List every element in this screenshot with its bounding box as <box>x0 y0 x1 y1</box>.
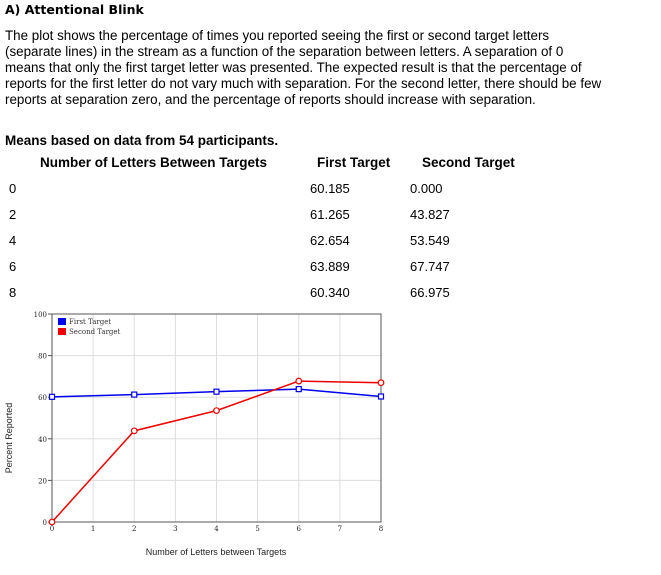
plot-frame <box>51 313 382 523</box>
x-tick-label: 3 <box>173 525 177 533</box>
legend-swatch <box>58 328 66 335</box>
table-cell-first-target: 60.340 <box>310 285 350 300</box>
table-cell-first-target: 60.185 <box>310 181 350 196</box>
y-tick-label: 60 <box>38 394 47 402</box>
means-note: Means based on data from 54 participants… <box>5 133 279 148</box>
table-cell-second-target: 53.549 <box>410 233 450 248</box>
data-point <box>295 386 302 393</box>
y-tick-label: 0 <box>43 519 47 527</box>
legend-label: Second Target <box>69 328 121 336</box>
data-point <box>48 393 56 400</box>
x-tick-label: 1 <box>91 525 95 533</box>
y-tick-label: 40 <box>38 436 47 444</box>
y-tick-label: 80 <box>38 353 47 361</box>
x-tick-label: 0 <box>50 525 54 533</box>
table-cell-separation: 2 <box>9 207 17 222</box>
table-cell-separation: 6 <box>9 259 17 274</box>
legend-swatch <box>58 318 66 325</box>
data-point <box>48 518 56 526</box>
table-header-separation: Number of Letters Between Targets <box>40 155 268 170</box>
data-point <box>377 379 385 387</box>
data-point <box>130 427 138 435</box>
table-cell-second-target: 67.747 <box>410 259 450 274</box>
x-tick-label: 4 <box>214 525 219 533</box>
x-tick-label: 8 <box>379 525 383 533</box>
y-tick-label: 20 <box>38 477 47 485</box>
table-cell-first-target: 61.265 <box>310 207 350 222</box>
y-tick-label: 100 <box>34 311 47 319</box>
table-cell-separation: 8 <box>9 285 17 300</box>
data-point <box>295 377 303 385</box>
legend-label: First Target <box>69 318 111 326</box>
data-point <box>377 393 385 400</box>
data-point <box>131 391 138 398</box>
data-point <box>213 407 220 415</box>
section-description: The plot shows the percentage of times y… <box>5 28 602 107</box>
table-cell-second-target: 0.000 <box>410 181 443 196</box>
x-tick-label: 6 <box>297 525 302 533</box>
table-cell-first-target: 63.889 <box>310 259 350 274</box>
y-axis-label: Percent Reported <box>4 403 14 474</box>
data-point <box>213 388 220 395</box>
x-axis-label: Number of Letters between Targets <box>146 547 287 557</box>
table-header-second-target: Second Target <box>422 155 515 170</box>
x-tick-label: 7 <box>338 525 342 533</box>
table-cell-second-target: 66.975 <box>410 285 450 300</box>
x-tick-label: 5 <box>255 525 259 533</box>
table-cell-second-target: 43.827 <box>410 207 450 222</box>
x-tick-label: 2 <box>132 525 136 533</box>
table-cell-separation: 4 <box>9 233 17 248</box>
table-header-first-target: First Target <box>317 155 391 170</box>
section-heading: A) Attentional Blink <box>5 2 144 17</box>
table-cell-separation: 0 <box>9 181 17 196</box>
table-cell-first-target: 62.654 <box>310 233 350 248</box>
